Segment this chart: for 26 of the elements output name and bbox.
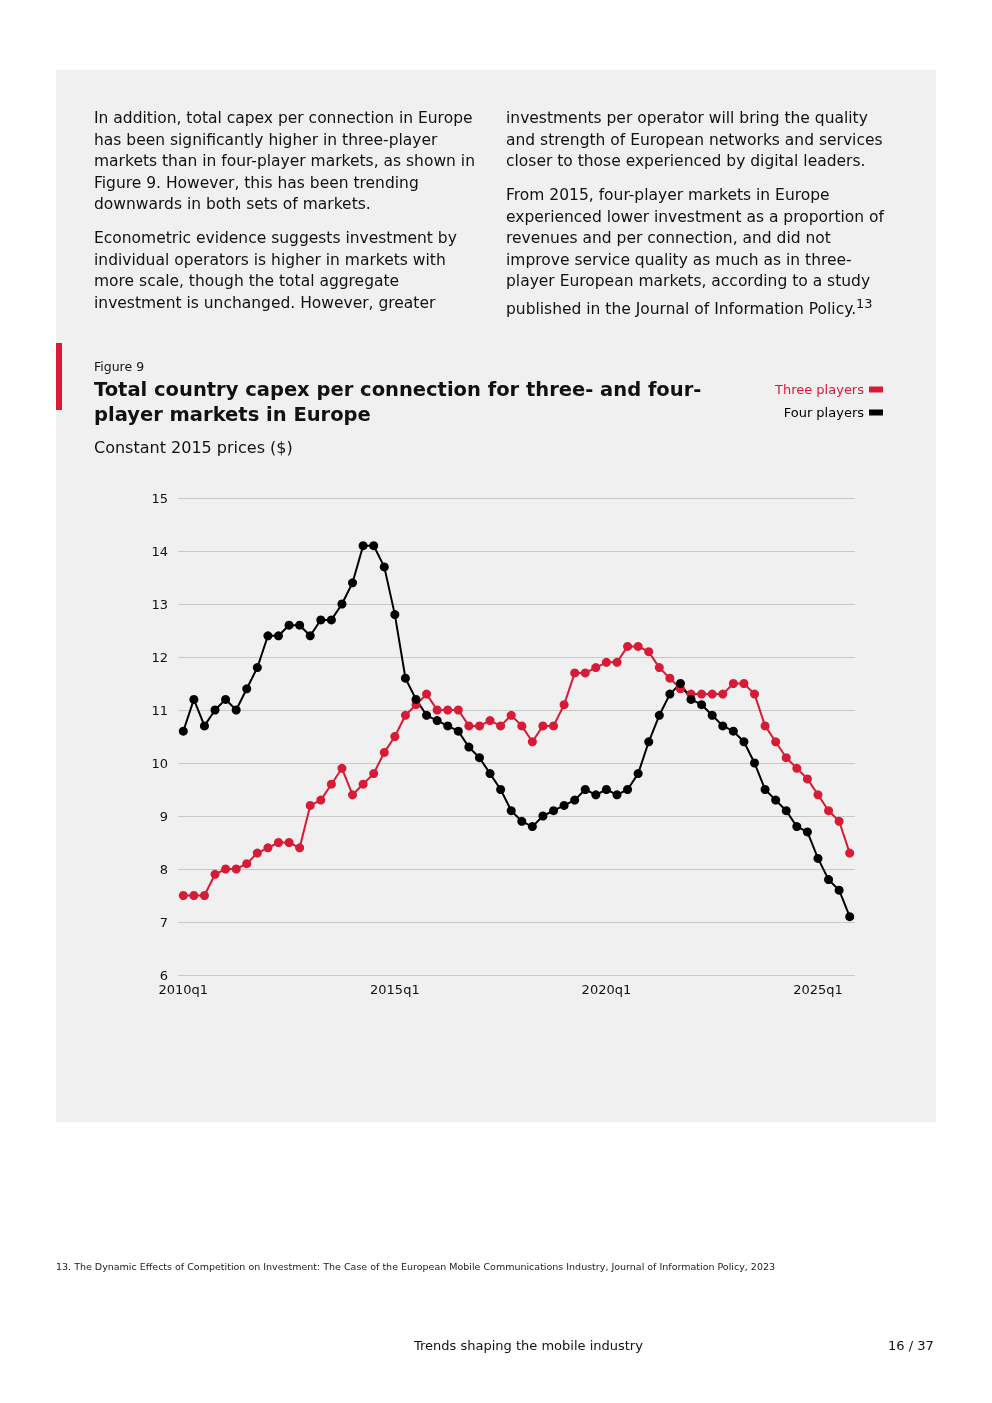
y-tick-label: 9 (159, 808, 168, 824)
y-tick-label: 10 (151, 755, 168, 771)
x-tick-label: 2020q1 (581, 982, 632, 997)
y-axis-title: Constant 2015 prices ($) (94, 438, 293, 457)
text: 16 / 37 (888, 1338, 934, 1353)
x-tick-label: 2010q1 (158, 982, 209, 997)
chart-subtitle: Figure 9 (94, 359, 145, 374)
x-tick-label: 2025q1 (793, 982, 843, 997)
y-tick-label: 6 (159, 967, 168, 983)
y-tick-label: 7 (159, 914, 168, 930)
x-tick-label: 2015q1 (370, 982, 420, 997)
legend-label: Four players (783, 405, 865, 420)
y-tick-label: 8 (159, 861, 168, 877)
text: 13. The Dynamic Effects of Competition on Investment: The Case of the European Mobile Communications Industry, Journal of Information Policy, 2023 (56, 1261, 776, 1272)
y-tick-label: 14 (151, 543, 168, 559)
legend-label: Three players (773, 382, 865, 397)
chart-title: Total country capex per connection for three- and four-player markets in Europe (94, 377, 703, 427)
y-tick-label: 11 (151, 702, 168, 718)
y-tick-label: 13 (151, 596, 168, 612)
text: In addition, total capex per connection in Europe has been significantly higher in three-player markets than in four-player markets, as shown in Figure 9. However, this has been trending downwards in both sets of markets. (94, 108, 476, 216)
text: From 2015, four-player markets in Europe experienced lower investment as a proportion of revenues and per connection, and did not improve service quality as much as in three-player European markets, according to a study published in the Journal of Information Policy.$^{13}$ (506, 185, 886, 321)
text: investments per operator will bring the quality and strength of European networks and services closer to those experienced by digital leaders. (506, 108, 884, 173)
text: Trends shaping the mobile industry (414, 1338, 643, 1353)
y-tick-label: 12 (151, 649, 168, 665)
text: Econometric evidence suggests investment by individual operators is higher in markets with more scale, though the total aggregate investment is unchanged. However, greater (94, 228, 458, 314)
y-tick-label: 15 (151, 490, 168, 506)
